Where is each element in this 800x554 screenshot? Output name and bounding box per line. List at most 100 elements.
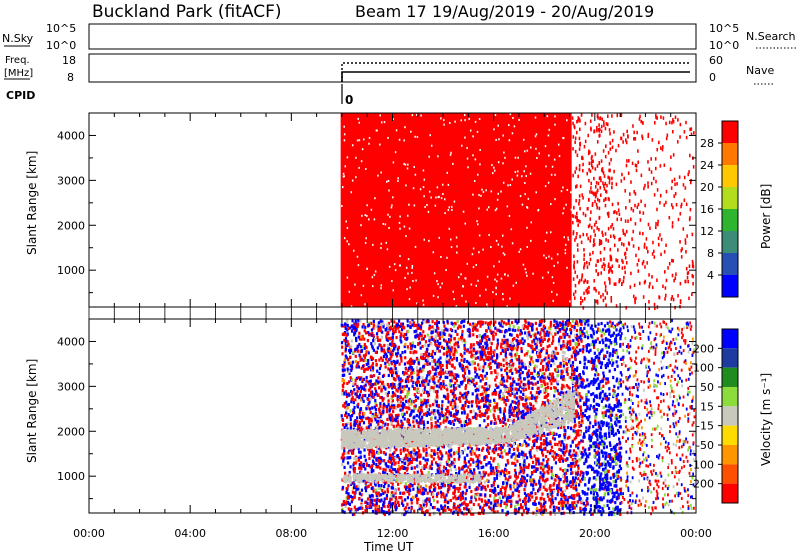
velocity-cell (422, 368, 425, 372)
power-cell (670, 297, 673, 301)
velocity-cell (541, 512, 544, 516)
power-gap-cell (538, 152, 540, 155)
velocity-cell (557, 482, 561, 486)
power-gap-cell (515, 281, 517, 284)
velocity-cell (385, 354, 388, 358)
power-cell (622, 231, 625, 235)
velocity-cell (441, 384, 444, 388)
power-cell (604, 288, 607, 293)
velocity-cell (574, 357, 577, 361)
velocity-cell (386, 490, 389, 494)
velocity-cell (405, 461, 409, 465)
power-cell (594, 199, 596, 204)
velocity-cell (495, 476, 499, 480)
power-cell (673, 194, 675, 198)
velocity-cell (522, 341, 525, 346)
velocity-cell (416, 373, 419, 377)
velocity-cell (421, 488, 424, 492)
velocity-cell (510, 444, 514, 448)
velocity-cell (525, 441, 528, 445)
velocity-cell (365, 350, 368, 354)
power-cell (689, 127, 691, 132)
velocity-cell (504, 505, 508, 509)
velocity-cell (375, 332, 379, 336)
velocity-cell (491, 489, 495, 493)
velocity-cell (579, 327, 582, 331)
velocity-cell (344, 413, 347, 417)
velocity-cell (438, 344, 441, 349)
power-gap-cell (455, 305, 458, 308)
velocity-cell (523, 377, 526, 381)
velocity-cell (350, 507, 353, 512)
power-cell (647, 181, 649, 185)
velocity-cell (442, 469, 445, 473)
velocity-cell (425, 447, 428, 452)
velocity-cell (541, 372, 544, 376)
velocity-cell (558, 479, 561, 483)
velocity-cell (536, 425, 539, 429)
velocity-cell (516, 502, 519, 506)
velocity-cell (548, 372, 552, 376)
velocity-cell (354, 456, 358, 461)
power-gap-cell (553, 264, 555, 267)
velocity-cell (561, 326, 565, 330)
velocity-cell (435, 373, 439, 377)
power-cell (609, 147, 612, 151)
velocity-cell (498, 321, 501, 325)
velocity-cell (505, 512, 508, 517)
velocity-cell (546, 461, 549, 466)
power-gap-cell (406, 288, 408, 291)
colorbar-swatch (722, 253, 738, 275)
velocity-cell (483, 348, 486, 352)
velocity-cell (382, 500, 385, 504)
velocity-cell (557, 380, 560, 384)
velocity-cell (502, 358, 505, 362)
velocity-cell (451, 406, 454, 410)
velocity-cell (573, 346, 576, 350)
power-gap-cell (423, 195, 425, 198)
velocity-cell (442, 484, 445, 488)
power-gap-cell (420, 114, 422, 117)
velocity-cell (535, 327, 538, 331)
power-cell (675, 202, 678, 207)
velocity-cell (426, 458, 429, 462)
velocity-cell (544, 482, 547, 486)
velocity-cell (566, 457, 569, 461)
velocity-cell (473, 452, 476, 456)
velocity-cell (532, 478, 535, 482)
velocity-cell (517, 328, 520, 332)
velocity-cell (549, 324, 552, 328)
power-cell (632, 244, 635, 248)
velocity-cell (578, 360, 582, 364)
velocity-cell (340, 503, 344, 507)
velocity-cell (528, 437, 531, 441)
power-cell (572, 135, 575, 139)
power-cell (605, 122, 608, 126)
velocity-cell (474, 326, 477, 330)
power-gap-cell (412, 187, 415, 190)
velocity-cell (481, 369, 485, 373)
velocity-cell (557, 458, 560, 462)
velocity-cell (359, 465, 362, 469)
velocity-cell (415, 329, 418, 333)
velocity-cell (377, 483, 380, 488)
power-cell (582, 168, 584, 173)
power-cell (598, 161, 601, 166)
velocity-cell (412, 368, 415, 372)
power-gap-cell (481, 188, 483, 191)
velocity-cell (479, 324, 482, 328)
power-cell (651, 138, 654, 142)
power-gap-cell (486, 303, 488, 306)
velocity-cell (575, 504, 578, 508)
velocity-cell (379, 395, 382, 400)
velocity-cell (341, 507, 344, 511)
power-gap-cell (438, 195, 440, 198)
velocity-cell (530, 381, 533, 385)
velocity-cell (483, 480, 487, 484)
power-gap-cell (343, 125, 345, 128)
velocity-cell (575, 383, 578, 387)
power-cell (587, 236, 590, 241)
velocity-cell (568, 358, 571, 362)
velocity-cell (346, 403, 349, 407)
velocity-cell (413, 481, 416, 486)
